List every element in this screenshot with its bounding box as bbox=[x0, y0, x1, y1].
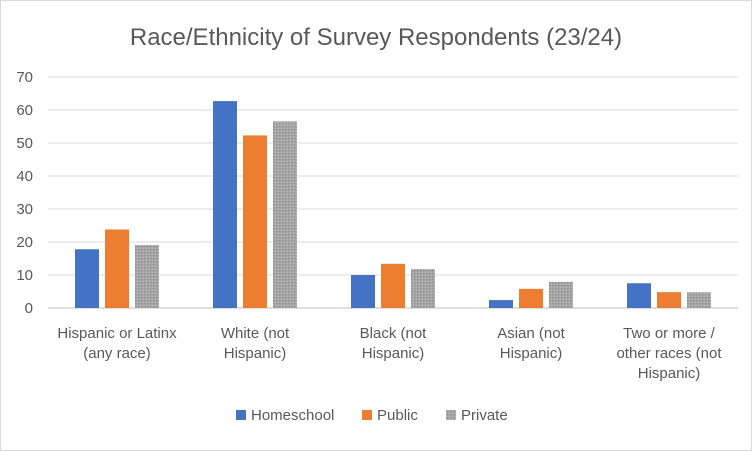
bar-homeschool bbox=[351, 275, 375, 308]
legend-swatch-homeschool bbox=[236, 410, 246, 420]
y-tick-label: 20 bbox=[16, 234, 33, 251]
y-tick-label: 40 bbox=[16, 168, 33, 185]
legend-label-homeschool: Homeschool bbox=[251, 407, 334, 424]
chart-title: Race/Ethnicity of Survey Respondents (23… bbox=[130, 24, 622, 51]
y-tick-label: 10 bbox=[16, 267, 33, 284]
bar-public bbox=[657, 292, 681, 308]
bar-private bbox=[411, 269, 435, 308]
y-tick-label: 50 bbox=[16, 135, 33, 152]
x-category-label: White (not Hispanic) bbox=[221, 325, 290, 362]
x-category-label: Two or more / other races (not Hispanic) bbox=[616, 325, 722, 382]
x-category-label: Hispanic or Latinx (any race) bbox=[57, 325, 177, 362]
y-tick-label: 60 bbox=[16, 102, 33, 119]
bars bbox=[75, 101, 711, 308]
bar-private bbox=[273, 121, 297, 308]
y-axis-ticks: 0 10 20 30 40 50 60 70 bbox=[16, 69, 33, 317]
bar-private bbox=[549, 281, 573, 308]
bar-homeschool bbox=[489, 300, 513, 308]
legend-swatch-public bbox=[362, 410, 372, 420]
bar-homeschool bbox=[213, 101, 237, 308]
bar-homeschool bbox=[627, 283, 651, 308]
bar-private bbox=[135, 244, 159, 308]
y-tick-label: 30 bbox=[16, 201, 33, 218]
bar-private bbox=[687, 292, 711, 308]
y-tick-label: 70 bbox=[16, 69, 33, 86]
bar-homeschool bbox=[75, 249, 99, 308]
x-category-label: Black (not Hispanic) bbox=[360, 325, 428, 362]
y-tick-label: 0 bbox=[25, 300, 33, 317]
x-category-label: Asian (not Hispanic) bbox=[497, 325, 565, 362]
legend-swatch-private bbox=[446, 410, 456, 420]
x-axis-labels: Hispanic or Latinx (any race) White (not Hi… bbox=[57, 325, 722, 382]
bar-public bbox=[381, 263, 405, 308]
legend: Homeschool Public Private bbox=[236, 407, 508, 424]
bar-public bbox=[243, 135, 267, 308]
legend-label-public: Public bbox=[377, 407, 418, 424]
bar-public bbox=[105, 229, 129, 308]
gridlines bbox=[48, 76, 738, 309]
bar-public bbox=[519, 288, 543, 308]
legend-label-private: Private bbox=[461, 407, 508, 424]
